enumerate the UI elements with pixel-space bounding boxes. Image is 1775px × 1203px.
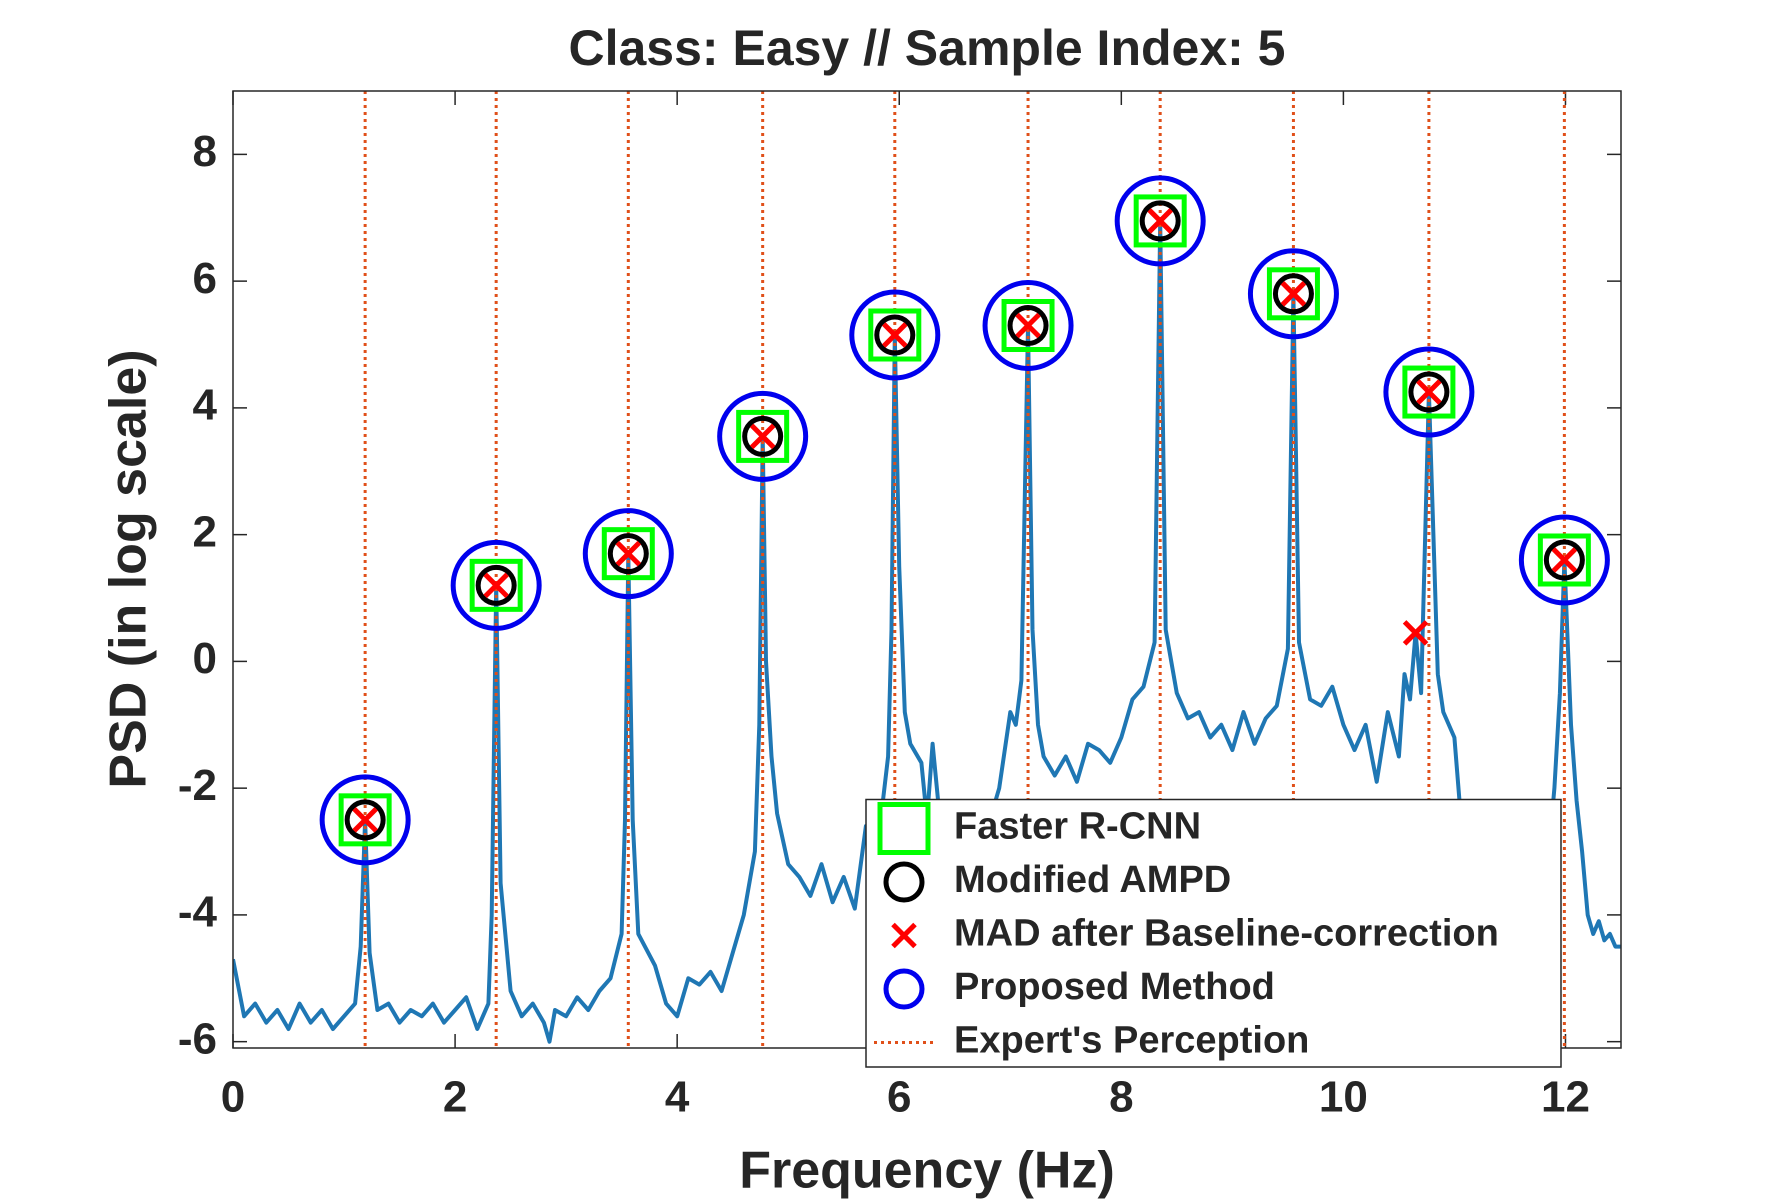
legend-symbol	[877, 802, 931, 855]
x-axis-label: Frequency (Hz)	[739, 1142, 1115, 1200]
legend: Faster R-CNN Modified AMPD MAD after Basel…	[865, 798, 1562, 1068]
marker	[1015, 312, 1041, 339]
y-tick-label: 8	[193, 127, 217, 176]
marker	[1007, 304, 1049, 346]
y-tick-label: 2	[193, 507, 217, 556]
x-tick-label: 6	[887, 1073, 911, 1122]
marker	[1551, 547, 1578, 573]
marker	[1114, 175, 1206, 267]
legend-box	[865, 798, 1562, 1068]
legend-label: Expert's Perception	[954, 1020, 1309, 1062]
x-tick-label: 0	[221, 1073, 245, 1122]
y-tick-label: 0	[193, 634, 217, 683]
marker	[742, 415, 784, 457]
marker	[319, 774, 411, 866]
marker	[736, 409, 790, 463]
marker	[1280, 281, 1307, 307]
marker	[1147, 208, 1173, 234]
marker	[1139, 200, 1181, 242]
marker	[1416, 379, 1442, 405]
x-tick-label: 10	[1319, 1073, 1368, 1122]
marker	[483, 572, 509, 599]
marker	[338, 793, 392, 847]
y-tick-label: 6	[193, 254, 217, 303]
marker	[1001, 298, 1055, 352]
legend-symbol	[883, 968, 925, 1010]
marker	[601, 527, 655, 581]
x-tick-label: 12	[1541, 1073, 1590, 1122]
marker	[1408, 371, 1450, 413]
marker	[1518, 514, 1610, 606]
marker	[582, 508, 674, 600]
marker	[1266, 267, 1320, 321]
marker	[469, 558, 523, 612]
y-tick-label: -4	[178, 888, 218, 937]
marker	[1402, 620, 1429, 646]
legend-label: MAD after Baseline-correction	[954, 913, 1499, 955]
marker	[1272, 273, 1314, 315]
marker	[607, 533, 649, 575]
marker	[1543, 539, 1585, 581]
marker	[1247, 248, 1339, 340]
marker	[868, 308, 922, 362]
y-axis-label: PSD (in log scale)	[100, 349, 158, 788]
chart-title: Class: Easy // Sample Index: 5	[569, 20, 1286, 76]
marker	[475, 564, 517, 606]
y-tick-label: 4	[193, 381, 218, 430]
marker	[874, 314, 916, 356]
x-tick-label: 2	[443, 1073, 467, 1122]
marker	[450, 539, 542, 631]
marker	[615, 540, 642, 567]
y-tick-label: -6	[178, 1014, 217, 1063]
marker	[1537, 533, 1591, 587]
marker	[717, 390, 809, 482]
legend-label: Faster R-CNN	[954, 806, 1201, 848]
y-tick-label: -2	[178, 761, 217, 810]
psd-line	[233, 218, 1621, 1044]
marker	[1383, 346, 1475, 438]
marker	[882, 322, 908, 348]
marker	[352, 807, 378, 833]
marker	[849, 289, 941, 381]
marker	[1133, 194, 1187, 248]
legend-symbol	[891, 922, 917, 949]
legend-label: Modified AMPD	[954, 859, 1231, 901]
legend-symbol	[883, 861, 925, 903]
x-tick-label: 4	[665, 1073, 690, 1122]
x-tick-label: 8	[1109, 1073, 1133, 1122]
marker	[1402, 365, 1456, 419]
marker	[344, 799, 386, 841]
legend-label: Proposed Method	[954, 966, 1275, 1008]
marker	[982, 279, 1074, 371]
marker	[749, 423, 776, 450]
